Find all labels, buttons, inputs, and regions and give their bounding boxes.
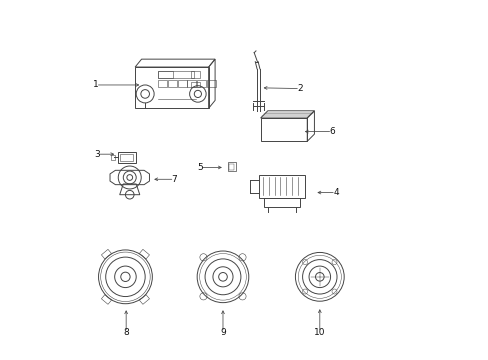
Bar bbox=[260, 118, 306, 141]
Text: 6: 6 bbox=[329, 127, 335, 136]
Bar bbox=[118, 152, 136, 163]
Text: 8: 8 bbox=[123, 328, 129, 337]
Bar bbox=[206, 80, 215, 87]
Bar bbox=[187, 80, 196, 87]
Bar bbox=[227, 162, 235, 171]
Bar bbox=[258, 175, 305, 198]
Bar bbox=[158, 71, 172, 78]
Bar bbox=[228, 164, 233, 170]
Bar bbox=[190, 71, 199, 78]
Text: 1: 1 bbox=[93, 81, 99, 90]
Bar bbox=[135, 67, 208, 108]
Bar bbox=[158, 71, 194, 78]
Bar bbox=[158, 80, 167, 87]
Text: 2: 2 bbox=[297, 84, 302, 93]
Text: 5: 5 bbox=[196, 163, 202, 172]
Text: 4: 4 bbox=[332, 188, 338, 197]
Text: 3: 3 bbox=[94, 150, 100, 159]
Bar bbox=[178, 80, 186, 87]
Bar bbox=[168, 80, 177, 87]
Text: 7: 7 bbox=[171, 175, 177, 184]
Bar bbox=[120, 154, 133, 161]
Bar bbox=[111, 154, 115, 160]
Text: 10: 10 bbox=[313, 328, 325, 337]
Bar bbox=[197, 80, 206, 87]
Bar bbox=[190, 82, 199, 87]
Text: 9: 9 bbox=[220, 328, 225, 337]
